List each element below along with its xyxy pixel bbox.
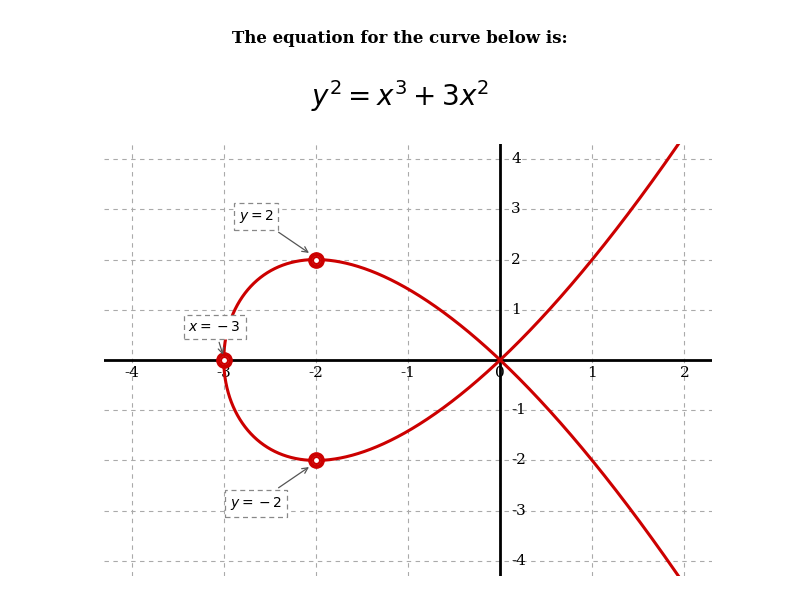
Text: 1: 1 (511, 303, 521, 317)
Text: -3: -3 (511, 503, 526, 518)
Text: -4: -4 (511, 554, 526, 568)
Text: -1: -1 (511, 403, 526, 417)
Text: 3: 3 (511, 202, 521, 217)
Text: -1: -1 (401, 366, 415, 380)
Text: 2: 2 (679, 366, 690, 380)
Text: $y = 2$: $y = 2$ (238, 208, 308, 252)
Text: $x = -3$: $x = -3$ (188, 320, 241, 353)
Text: 1: 1 (587, 366, 597, 380)
Text: 4: 4 (511, 152, 521, 166)
Text: -4: -4 (124, 366, 139, 380)
Text: The equation for the curve below is:: The equation for the curve below is: (232, 30, 568, 47)
Text: 0: 0 (495, 366, 505, 380)
Text: 2: 2 (511, 253, 521, 266)
Text: -2: -2 (309, 366, 323, 380)
Text: $y = -2$: $y = -2$ (230, 468, 308, 512)
Text: $y^2 = x^3 + 3x^2$: $y^2 = x^3 + 3x^2$ (311, 78, 489, 114)
Text: -3: -3 (216, 366, 231, 380)
Text: -2: -2 (511, 454, 526, 467)
